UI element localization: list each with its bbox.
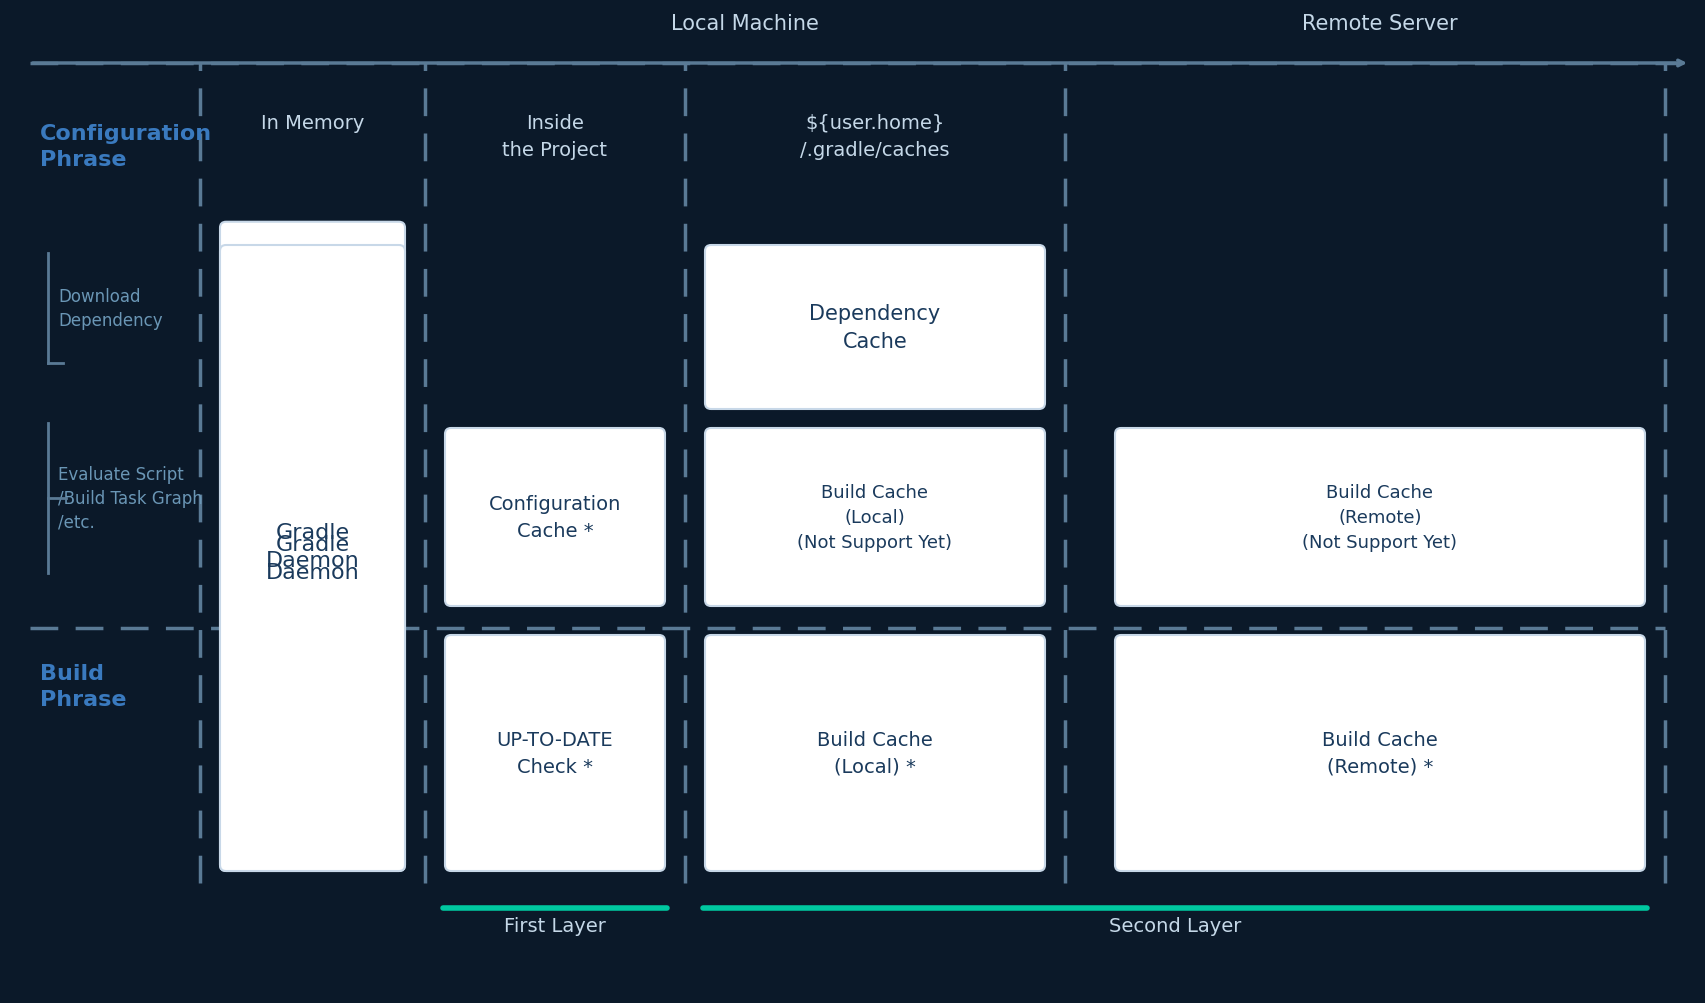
- FancyBboxPatch shape: [220, 246, 404, 872]
- Text: Local Machine: Local Machine: [670, 14, 818, 34]
- FancyBboxPatch shape: [704, 428, 1045, 607]
- Text: Build Cache
(Local)
(Not Support Yet): Build Cache (Local) (Not Support Yet): [796, 483, 951, 552]
- FancyBboxPatch shape: [1115, 428, 1644, 607]
- Text: Build Cache
(Remote) *: Build Cache (Remote) *: [1321, 730, 1437, 776]
- Text: Dependency
Cache: Dependency Cache: [808, 304, 939, 352]
- Text: Download
Dependency: Download Dependency: [58, 288, 162, 329]
- FancyBboxPatch shape: [704, 246, 1045, 409]
- Text: Configuration
Cache *: Configuration Cache *: [489, 494, 621, 541]
- Text: Build Cache
(Local) *: Build Cache (Local) *: [817, 730, 933, 776]
- Text: In Memory: In Memory: [261, 114, 363, 132]
- Text: Gradle
Daemon: Gradle Daemon: [266, 535, 360, 583]
- Text: Gradle
Daemon: Gradle Daemon: [266, 523, 360, 571]
- Text: Configuration
Phrase: Configuration Phrase: [39, 124, 211, 171]
- Text: Evaluate Script
/Build Task Graph
/etc.: Evaluate Script /Build Task Graph /etc.: [58, 466, 203, 531]
- Text: Build Cache
(Remote)
(Not Support Yet): Build Cache (Remote) (Not Support Yet): [1301, 483, 1456, 552]
- Text: UP-TO-DATE
Check *: UP-TO-DATE Check *: [496, 730, 614, 776]
- Text: Remote Server: Remote Server: [1301, 14, 1458, 34]
- Text: Inside
the Project: Inside the Project: [503, 114, 607, 159]
- Text: First Layer: First Layer: [503, 916, 605, 935]
- Text: Build
Phrase: Build Phrase: [39, 663, 126, 710]
- Text: ${user.home}
/.gradle/caches: ${user.home} /.gradle/caches: [800, 114, 950, 159]
- FancyBboxPatch shape: [445, 635, 665, 872]
- FancyBboxPatch shape: [1115, 635, 1644, 872]
- FancyBboxPatch shape: [704, 635, 1045, 872]
- Text: Second Layer: Second Layer: [1108, 916, 1241, 935]
- FancyBboxPatch shape: [445, 428, 665, 607]
- FancyBboxPatch shape: [220, 223, 404, 872]
